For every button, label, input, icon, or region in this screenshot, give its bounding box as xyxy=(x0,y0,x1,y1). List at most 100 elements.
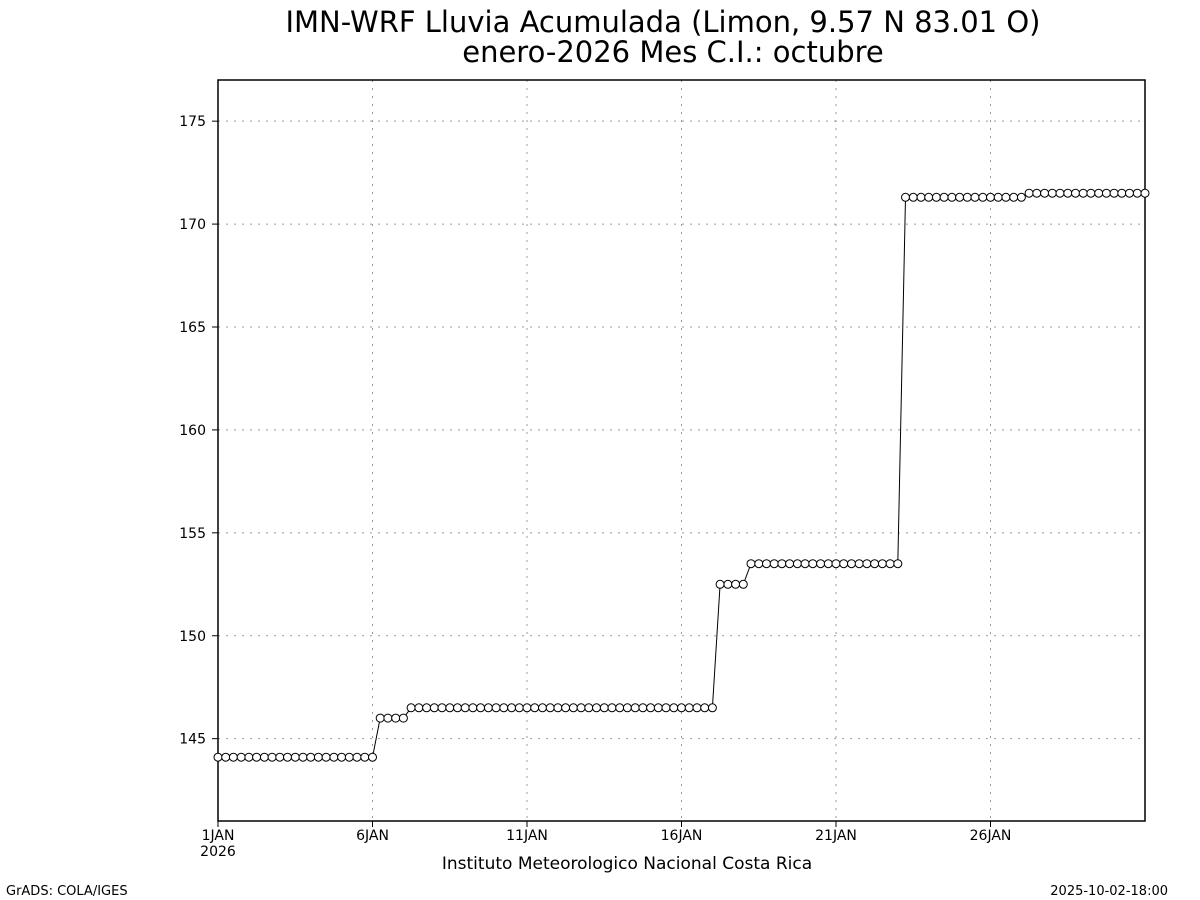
data-point-marker xyxy=(391,713,401,723)
data-point-marker xyxy=(823,559,833,569)
data-point-marker xyxy=(483,703,493,713)
data-point-marker xyxy=(808,559,818,569)
data-point-marker xyxy=(252,752,262,762)
data-point-marker xyxy=(1101,188,1111,198)
footer-left: GrADS: COLA/IGES xyxy=(6,884,128,899)
data-point-marker xyxy=(321,752,331,762)
data-point-marker xyxy=(1055,188,1065,198)
data-point-marker xyxy=(329,752,339,762)
data-point-marker xyxy=(337,752,347,762)
y-tick-label: 170 xyxy=(179,217,206,233)
data-point-marker xyxy=(885,559,895,569)
x-tick-label: 1JAN xyxy=(202,828,235,844)
data-point-marker xyxy=(221,752,231,762)
y-tick-label: 165 xyxy=(179,320,206,336)
data-point-marker xyxy=(468,703,478,713)
data-point-marker xyxy=(769,559,779,569)
data-point-marker xyxy=(491,703,501,713)
data-point-marker xyxy=(283,752,292,762)
data-point-marker xyxy=(1047,188,1057,198)
x-tick-label: 11JAN xyxy=(506,828,548,844)
data-point-marker xyxy=(785,559,795,569)
data-point-marker xyxy=(862,559,872,569)
data-point-marker xyxy=(707,703,717,713)
data-point-marker xyxy=(677,703,686,713)
data-point-marker xyxy=(661,703,671,713)
data-point-marker xyxy=(870,559,880,569)
data-point-marker xyxy=(854,559,864,569)
data-point-marker xyxy=(360,752,370,762)
data-point-marker xyxy=(460,703,470,713)
data-point-marker xyxy=(514,703,524,713)
data-point-marker xyxy=(236,752,246,762)
data-point-marker xyxy=(507,703,517,713)
data-point-marker xyxy=(1009,192,1019,202)
data-point-marker xyxy=(931,192,941,202)
y-axis-ticks: 145 150 155 160 165 170 175 xyxy=(179,114,218,748)
data-point-marker xyxy=(754,559,764,569)
data-point-marker xyxy=(298,752,308,762)
y-tick-label: 160 xyxy=(179,423,206,439)
data-point-marker xyxy=(955,192,965,202)
y-tick-label: 175 xyxy=(179,114,206,130)
data-point-marker xyxy=(738,579,748,589)
data-point-marker xyxy=(970,192,980,202)
data-point-marker xyxy=(267,752,277,762)
data-point-marker xyxy=(522,703,532,713)
data-point-marker xyxy=(476,703,486,713)
data-point-marker xyxy=(762,559,771,569)
data-point-marker xyxy=(545,703,555,713)
data-point-marker xyxy=(1063,188,1073,198)
data-point-marker xyxy=(375,713,385,723)
x-tick-sublabel: 2026 xyxy=(200,844,236,860)
data-point-marker xyxy=(1001,192,1011,202)
x-tick-label: 6JAN xyxy=(356,828,389,844)
data-point-marker xyxy=(383,713,393,723)
data-point-marker xyxy=(630,703,640,713)
data-point-marker xyxy=(669,703,679,713)
data-point-marker xyxy=(275,752,285,762)
data-point-marker xyxy=(584,703,594,713)
data-point-marker xyxy=(1125,188,1134,198)
data-point-marker xyxy=(576,703,586,713)
data-point-marker xyxy=(530,703,540,713)
data-point-marker xyxy=(499,703,509,713)
x-tick-label: 26JAN xyxy=(970,828,1012,844)
data-point-marker xyxy=(715,579,725,589)
data-markers xyxy=(213,188,1150,762)
data-point-marker xyxy=(839,559,849,569)
data-point-marker xyxy=(831,559,841,569)
data-point-marker xyxy=(893,559,903,569)
data-point-marker xyxy=(259,752,269,762)
data-point-marker xyxy=(1132,188,1142,198)
data-point-marker xyxy=(847,559,856,569)
x-axis-label: Instituto Meteorologico Nacional Costa R… xyxy=(442,854,812,874)
data-point-marker xyxy=(607,703,617,713)
plot-frame xyxy=(217,79,1146,822)
data-point-marker xyxy=(901,192,910,202)
data-point-marker xyxy=(1016,192,1026,202)
data-point-marker xyxy=(1109,188,1119,198)
data-point-marker xyxy=(792,559,802,569)
data-point-marker xyxy=(1032,188,1042,198)
y-tick-label: 150 xyxy=(179,629,206,645)
data-point-marker xyxy=(228,752,238,762)
data-point-marker xyxy=(646,703,656,713)
data-point-marker xyxy=(422,703,432,713)
data-point-marker xyxy=(877,559,887,569)
data-point-marker xyxy=(916,192,926,202)
data-point-marker xyxy=(800,559,810,569)
data-point-marker xyxy=(1071,188,1080,198)
data-point-marker xyxy=(993,192,1003,202)
data-point-marker xyxy=(406,703,416,713)
data-point-marker xyxy=(1117,188,1127,198)
data-point-marker xyxy=(290,752,300,762)
data-point-marker xyxy=(638,703,648,713)
data-point-marker xyxy=(908,192,918,202)
data-point-marker xyxy=(700,703,710,713)
footer-right: 2025-10-02-18:00 xyxy=(1050,884,1168,899)
data-point-marker xyxy=(1040,188,1050,198)
data-point-marker xyxy=(398,713,408,723)
data-point-marker xyxy=(978,192,988,202)
